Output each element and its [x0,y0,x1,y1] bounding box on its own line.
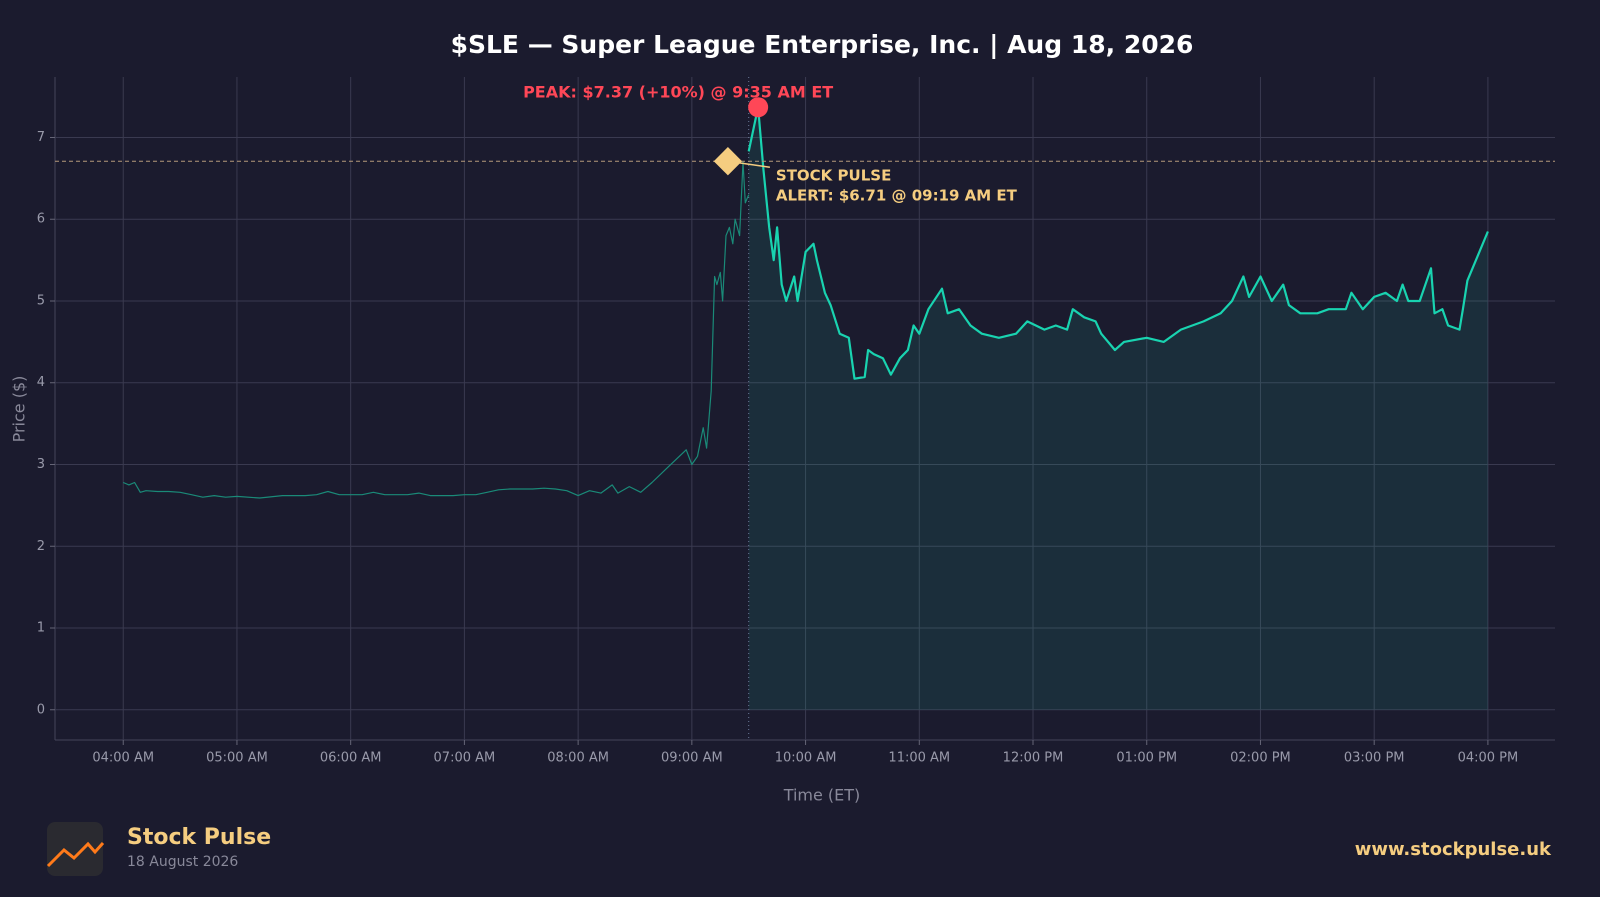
y-tick-label: 7 [37,130,45,145]
x-tick-label: 03:00 PM [1344,751,1405,766]
x-tick-label: 11:00 AM [888,751,950,766]
y-tick-label: 4 [37,375,45,390]
x-tick-label: 12:00 PM [1003,751,1064,766]
y-tick-label: 3 [37,457,45,472]
logo-box [47,822,103,876]
alert-label: ALERT: $6.71 @ 09:19 AM ET [776,187,1018,205]
x-tick-label: 05:00 AM [206,751,268,766]
x-tick-label: 09:00 AM [661,751,723,766]
x-tick-label: 01:00 PM [1116,751,1177,766]
x-axis-label: Time (ET) [783,786,861,805]
y-tick-label: 2 [37,539,45,554]
area-fill [748,107,1488,710]
peak-label: PEAK: $7.37 (+10%) @ 9:35 AM ET [523,83,833,102]
y-tick-label: 6 [37,212,45,227]
x-tick-label: 04:00 AM [92,751,154,766]
y-tick-label: 0 [37,702,45,717]
brand-date: 18 August 2026 [127,854,238,870]
chart-title: $SLE — Super League Enterprise, Inc. | A… [451,30,1194,59]
price-line [122,161,750,499]
brand-name: Stock Pulse [127,825,271,850]
x-tick-label: 08:00 AM [547,751,609,766]
logo [46,822,105,876]
x-tick-label: 04:00 PM [1458,751,1519,766]
x-tick-label: 10:00 AM [775,751,837,766]
alert-label: STOCK PULSE [776,167,891,185]
website-url: www.stockpulse.uk [1355,839,1552,860]
y-tick-label: 5 [37,293,45,308]
y-axis-label: Price ($) [10,376,29,443]
logo-icon [46,841,105,868]
peak-marker [748,97,769,118]
x-tick-label: 07:00 AM [434,751,496,766]
x-tick-label: 02:00 PM [1230,751,1291,766]
alert-marker [713,147,743,176]
x-tick-label: 06:00 AM [320,751,382,766]
price-line [747,106,1489,380]
y-tick-label: 1 [37,621,45,636]
